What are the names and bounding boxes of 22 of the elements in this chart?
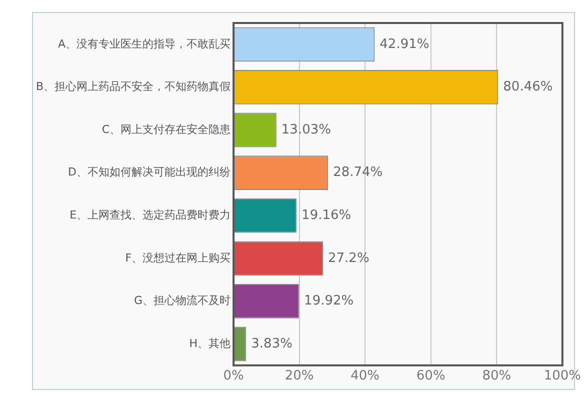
x-tick-label: 60% <box>416 368 446 384</box>
data-label: 3.83% <box>251 336 292 352</box>
y-tick-label: C、网上支付存在安全隐患 <box>102 122 231 136</box>
data-label: 27.2% <box>328 250 370 266</box>
data-label: 19.16% <box>302 208 352 223</box>
y-tick-label: G、担心物流不及时 <box>134 294 231 308</box>
y-tick-label: A、没有专业医生的指导，不敢乱买 <box>58 37 231 50</box>
x-tick-label: 0% <box>223 368 244 384</box>
x-tick-label: 40% <box>350 368 380 384</box>
y-tick-label: E、上网查找、选定药品费时费力 <box>70 208 231 222</box>
x-tick-label: 80% <box>482 368 512 384</box>
x-tick-label: 20% <box>284 368 314 384</box>
y-tick-label: D、不知如何解决可能出现的纠纷 <box>68 166 231 179</box>
y-tick-label: H、其他 <box>189 336 231 350</box>
y-tick-label: F、没想过在网上购买 <box>125 251 231 264</box>
x-tick-label: 100% <box>544 368 582 384</box>
data-label: 80.46% <box>503 80 553 95</box>
y-tick-label: B、担心网上药品不安全，不知药物真假 <box>36 80 231 94</box>
data-label: 13.03% <box>281 122 331 138</box>
data-label: 28.74% <box>333 165 383 180</box>
data-label: 42.91% <box>380 36 430 52</box>
data-label: 19.92% <box>304 294 354 309</box>
